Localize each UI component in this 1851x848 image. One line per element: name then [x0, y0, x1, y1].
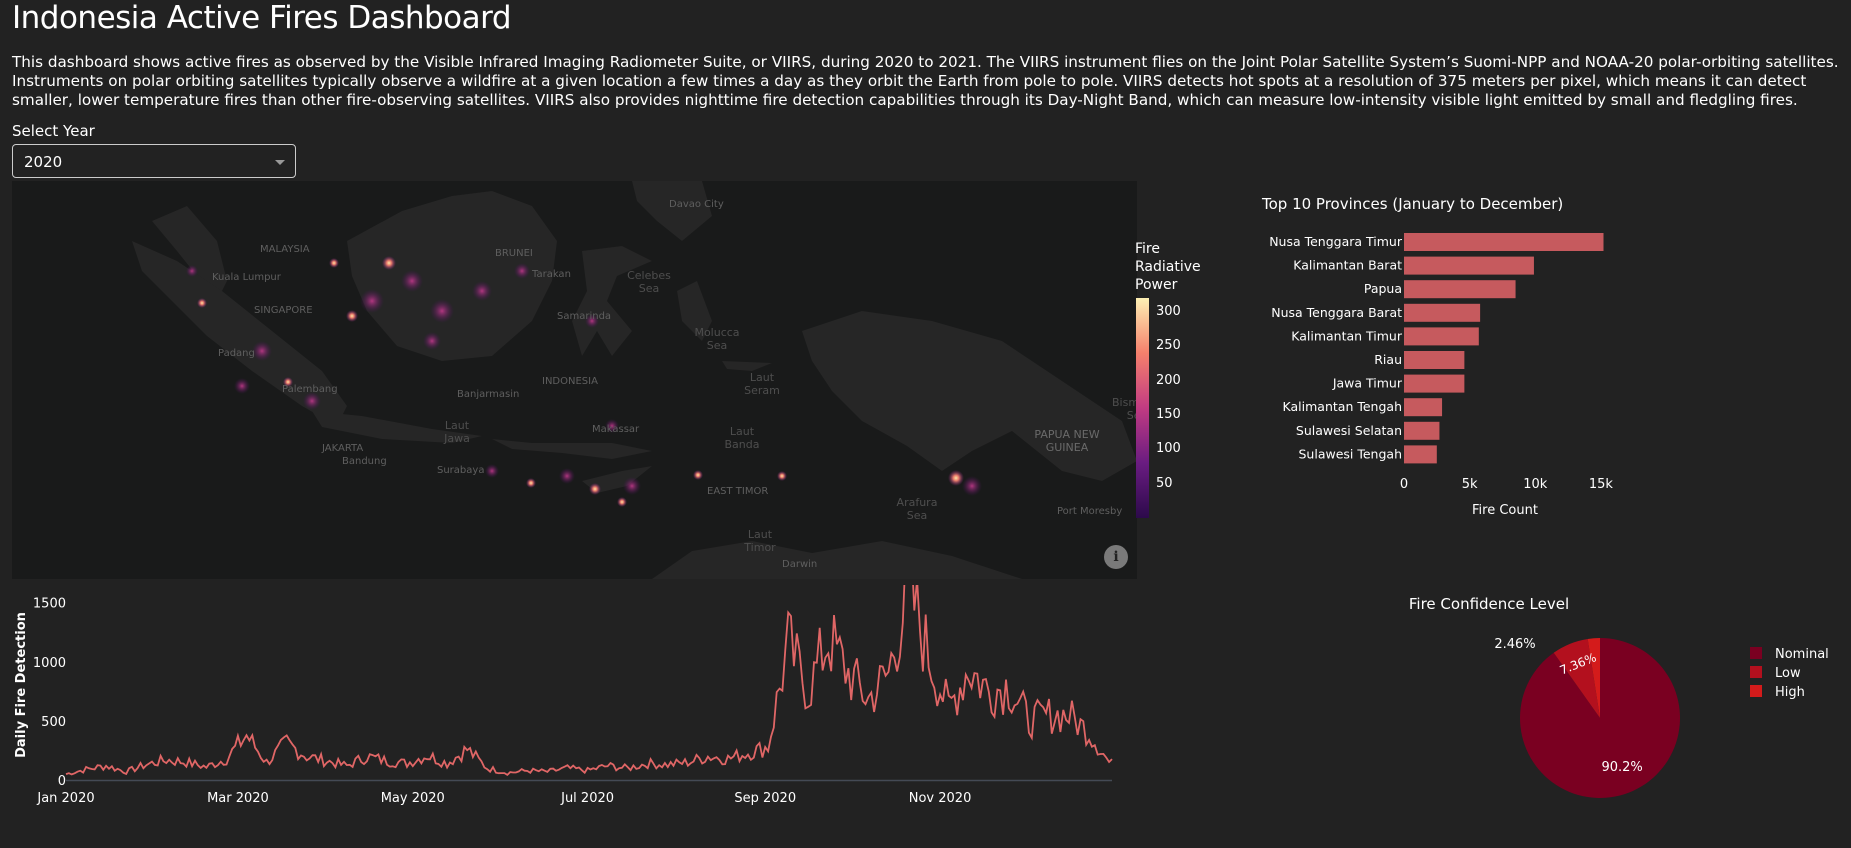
confidence-pie-chart[interactable]: Fire Confidence Level 90.2%7.36%2.46% No… — [1400, 585, 1850, 835]
pie-legend-swatch[interactable] — [1750, 647, 1762, 659]
map-sea-molucca: Molucca Sea — [694, 326, 740, 352]
bar[interactable] — [1404, 421, 1440, 440]
line-x-tick: Jul 2020 — [560, 791, 614, 806]
line-y-tick: 0 — [58, 774, 66, 789]
map-label-makassar: Makassar — [592, 424, 640, 435]
map-label-singapore: SINGAPORE — [254, 305, 313, 316]
year-select-label: Select Year — [12, 122, 95, 140]
colorbar-tick: 50 — [1156, 475, 1173, 491]
map-sea-laut-seram: Laut Seram — [744, 371, 780, 397]
info-icon: i — [1113, 549, 1119, 565]
map-label-malaysia: MALAYSIA — [260, 244, 310, 255]
map-sea-bismarck: Bismarck Sea — [1112, 396, 1137, 422]
line-x-tick: Mar 2020 — [207, 791, 269, 806]
bar[interactable] — [1404, 280, 1516, 299]
pie-legend-swatch[interactable] — [1750, 666, 1762, 678]
map-label-banjarmasin: Banjarmasin — [457, 389, 520, 400]
daily-fire-line[interactable] — [65, 585, 1113, 777]
bar-category-label: Kalimantan Tengah — [1283, 399, 1402, 414]
pie-slice-label: 2.46% — [1494, 637, 1535, 652]
map-label-samarinda: Samarinda — [557, 311, 612, 322]
map-label-east-timor: EAST TIMOR — [707, 486, 769, 497]
bar-x-tick: 15k — [1589, 477, 1614, 492]
colorbar-tick: 200 — [1156, 372, 1181, 388]
bar[interactable] — [1404, 303, 1481, 322]
pie-slice-label: 90.2% — [1601, 760, 1642, 775]
colorbar-tick: 250 — [1156, 338, 1181, 354]
bar[interactable] — [1404, 445, 1437, 464]
map-land — [132, 181, 1137, 579]
top-provinces-chart[interactable]: Top 10 Provinces (January to December) N… — [1250, 190, 1700, 520]
bar-category-label: Jawa Timur — [1332, 376, 1403, 391]
bar[interactable] — [1404, 374, 1465, 393]
bar-category-label: Sulawesi Selatan — [1296, 423, 1402, 438]
line-y-tick: 1000 — [33, 656, 66, 671]
map-label-palembang: Palembang — [282, 384, 338, 395]
page-description: This dashboard shows active fires as obs… — [12, 53, 1839, 109]
map-label-padang: Padang — [218, 348, 255, 359]
map-label-bandung: Bandung — [342, 456, 387, 467]
bar-x-tick: 5k — [1462, 477, 1478, 492]
colorbar-tick: 100 — [1156, 441, 1181, 457]
bar-category-label: Kalimantan Timur — [1291, 328, 1403, 343]
bar-category-label: Sulawesi Tengah — [1298, 446, 1402, 461]
colorbar — [1136, 298, 1149, 518]
map-label-port-moresby: Port Moresby — [1057, 506, 1123, 517]
pie-legend-label[interactable]: Nominal — [1775, 647, 1829, 662]
line-x-tick: Sep 2020 — [734, 791, 796, 806]
fire-map[interactable]: MALAYSIA BRUNEI Davao City Kuala Lumpur … — [12, 181, 1137, 579]
line-chart-ylabel: Daily Fire Detection — [14, 612, 29, 758]
bar-category-label: Riau — [1374, 352, 1402, 367]
colorbar-title: Fire Radiative Power — [1135, 241, 1201, 293]
chevron-down-icon[interactable] — [275, 160, 285, 165]
line-x-tick: Nov 2020 — [909, 791, 972, 806]
map-sea-arafura: Arafura Sea — [896, 496, 938, 522]
colorbar-tick: 300 — [1156, 303, 1181, 319]
map-label-jakarta: JAKARTA — [322, 443, 364, 454]
daily-fire-chart[interactable]: Daily Fire Detection 0 500 1000 1500 Jan 202… — [0, 585, 1135, 835]
bar-category-label: Nusa Tenggara Barat — [1271, 305, 1402, 320]
map-sea-laut-banda: Laut Banda — [724, 425, 760, 451]
map-label-surabaya: Surabaya — [437, 465, 485, 476]
year-select-value: 2020 — [24, 153, 63, 171]
line-y-tick: 1500 — [33, 597, 66, 612]
bar-x-tick: 10k — [1523, 477, 1548, 492]
bar[interactable] — [1404, 256, 1534, 275]
bar[interactable] — [1404, 233, 1604, 251]
pie-chart-title: Fire Confidence Level — [1409, 595, 1569, 613]
bar-category-label: Kalimantan Barat — [1293, 258, 1402, 273]
map-label-papua-new-guinea: PAPUA NEW GUINEA — [1034, 428, 1100, 454]
pie-legend-label[interactable]: Low — [1775, 666, 1801, 681]
bar[interactable] — [1404, 351, 1465, 369]
pie-legend-swatch[interactable] — [1750, 685, 1762, 697]
pie-slice[interactable] — [1587, 638, 1600, 718]
page-title: Indonesia Active Fires Dashboard — [12, 0, 512, 36]
map-sea-celebes: Celebes Sea — [627, 269, 671, 295]
map-label-tarakan: Tarakan — [532, 269, 571, 280]
bar-x-tick: 0 — [1400, 477, 1408, 492]
bar-category-label: Papua — [1364, 281, 1402, 296]
map-sea-laut-jawa: Laut Jawa — [444, 419, 470, 445]
bar-chart-title: Top 10 Provinces (January to December) — [1261, 195, 1563, 213]
line-x-tick: May 2020 — [381, 791, 445, 806]
map-label-darwin: Darwin — [782, 559, 818, 570]
pie-legend-label[interactable]: High — [1775, 685, 1805, 700]
map-label-brunei: BRUNEI — [495, 248, 533, 259]
year-select[interactable]: 2020 — [12, 144, 296, 178]
map-label-kuala-lumpur: Kuala Lumpur — [212, 272, 281, 283]
map-label-indonesia: INDONESIA — [542, 376, 598, 387]
colorbar-tick: 150 — [1156, 406, 1181, 422]
line-x-tick: Jan 2020 — [36, 791, 94, 806]
bar[interactable] — [1404, 327, 1479, 346]
map-sea-laut-timor: Laut Timor — [744, 528, 776, 554]
pie-slice[interactable] — [1553, 638, 1600, 718]
bar[interactable] — [1404, 398, 1443, 417]
map-info-button[interactable]: i — [1104, 545, 1128, 569]
bar-chart-xlabel: Fire Count — [1472, 503, 1538, 518]
line-y-tick: 500 — [41, 715, 66, 730]
bar-category-label: Nusa Tenggara Timur — [1269, 234, 1403, 249]
map-label-davao: Davao City — [669, 199, 724, 210]
